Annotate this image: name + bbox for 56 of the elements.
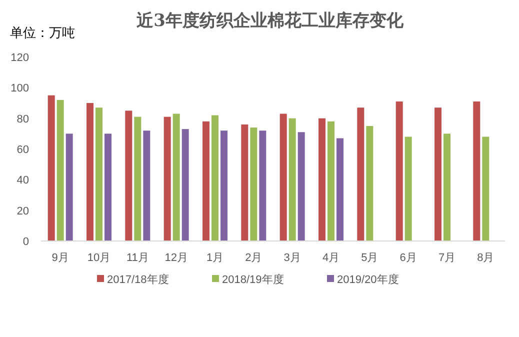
y-tick-label: 100 <box>10 82 29 95</box>
x-tick-label: 12月 <box>164 252 188 264</box>
bar <box>250 128 258 241</box>
bar <box>202 121 210 241</box>
x-tick-label: 5月 <box>361 252 378 264</box>
chart-title: 近3年度纺织企业棉花工业库存变化 <box>136 11 404 31</box>
bar <box>125 110 132 241</box>
x-tick-label: 2月 <box>245 252 262 264</box>
bar <box>366 126 374 241</box>
bar <box>220 130 228 241</box>
legend-label: 2018/19年度 <box>222 273 284 286</box>
bar <box>48 95 55 241</box>
bar <box>212 115 218 241</box>
x-tick-label: 9月 <box>52 252 69 264</box>
bar <box>259 130 266 241</box>
bar <box>172 114 180 241</box>
bar <box>404 136 412 241</box>
bar <box>288 118 296 241</box>
bar <box>357 108 364 241</box>
bar <box>298 132 305 241</box>
x-tick-label: 6月 <box>400 252 417 264</box>
bar <box>241 124 248 241</box>
bar <box>164 116 171 241</box>
x-tick-label: 10月 <box>87 252 111 264</box>
bar <box>444 134 450 241</box>
bar <box>328 121 334 241</box>
y-tick-label: 0 <box>22 236 29 248</box>
x-tick-label: 7月 <box>438 252 456 264</box>
bar <box>473 101 480 241</box>
x-tick-label: 11月 <box>126 252 149 264</box>
bar <box>56 100 64 241</box>
bar <box>104 134 112 241</box>
bar <box>143 130 150 241</box>
x-tick-label: 4月 <box>322 252 340 264</box>
bar <box>318 118 326 241</box>
x-tick-label: 3月 <box>284 252 301 264</box>
x-tick-label: 1月 <box>206 252 224 264</box>
bar <box>86 103 94 241</box>
bar <box>396 101 403 241</box>
y-tick-label: 120 <box>10 52 29 64</box>
bar <box>482 136 490 241</box>
y-tick-label: 40 <box>16 174 29 187</box>
y-tick-label: 80 <box>16 113 29 126</box>
x-tick-label: 8月 <box>477 252 494 264</box>
bar <box>96 108 102 241</box>
legend-label: 2017/18年度 <box>107 273 169 286</box>
y-axis-title: 单位：万吨 <box>10 25 75 40</box>
bar <box>134 116 142 241</box>
bar <box>434 108 442 241</box>
bar <box>280 114 287 241</box>
bar <box>336 138 344 241</box>
y-tick-label: 20 <box>16 205 29 218</box>
bar <box>66 134 73 241</box>
bar <box>182 129 189 241</box>
legend-label: 2019/20年度 <box>337 273 399 286</box>
y-tick-label: 60 <box>16 144 29 156</box>
